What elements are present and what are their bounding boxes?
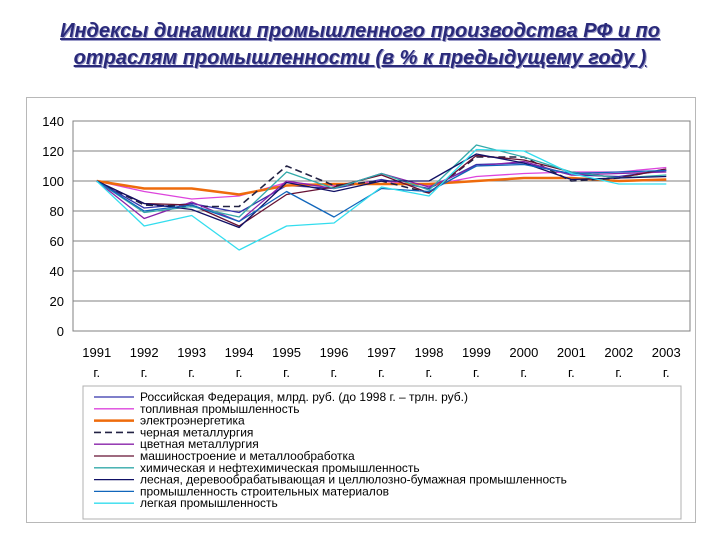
y-tick-label: 120: [42, 144, 64, 159]
y-axis-ticks: 0 20 40 60 80 100 120 140: [42, 114, 64, 339]
x-tick-suffix: г.: [520, 365, 527, 380]
chart-frame: [26, 97, 696, 523]
y-tick-label: 0: [57, 324, 64, 339]
x-tick-suffix: г.: [283, 365, 290, 380]
y-tick-label: 40: [50, 264, 64, 279]
x-axis-ticks: 1991 г. 1992 г. 1993 г. 1994 г. 1995 г. 1996 г. 1997…: [82, 345, 680, 380]
series-line-2: [96, 176, 667, 196]
x-tick-suffix: г.: [426, 365, 433, 380]
x-tick-label: 1997: [367, 345, 396, 360]
x-tick-suffix: г.: [663, 365, 670, 380]
x-tick-label: 1999: [462, 345, 491, 360]
legend-label-8: промышленность строительных материалов: [140, 484, 389, 498]
legend-label-5: машиностроение и металлообработка: [140, 449, 355, 463]
legend-label-4: цветная металлургия: [140, 437, 259, 451]
y-tick-label: 20: [50, 294, 64, 309]
legend-box: [82, 385, 682, 520]
x-tick-suffix: г.: [615, 365, 622, 380]
x-tick-suffix: г.: [236, 365, 243, 380]
legend-label-1: топливная промышленность: [140, 402, 299, 416]
plot-area: [72, 120, 691, 332]
x-tick-suffix: г.: [568, 365, 575, 380]
y-tick-label: 100: [42, 174, 64, 189]
x-tick-label: 2000: [509, 345, 538, 360]
legend-label-2: электроэнергетика: [140, 414, 245, 428]
x-tick-label: 2003: [652, 345, 681, 360]
legend-label-0: Российская Федерация, млрд. руб. (до 199…: [140, 390, 468, 404]
series-line-7: [96, 153, 667, 229]
legend-label-6: химическая и нефтехимическая промышленно…: [140, 461, 420, 475]
x-tick-label: 1996: [320, 345, 349, 360]
y-tick-label: 60: [50, 234, 64, 249]
x-tick-suffix: г.: [331, 365, 338, 380]
series-lines: [96, 144, 667, 251]
x-tick-suffix: г.: [93, 365, 100, 380]
x-tick-suffix: г.: [188, 365, 195, 380]
x-tick-label: 1992: [130, 345, 159, 360]
y-tick-label: 80: [50, 204, 64, 219]
series-line-9: [96, 148, 667, 251]
y-tick-label: 140: [42, 114, 64, 129]
x-tick-label: 1993: [177, 345, 206, 360]
legend-label-3: черная металлургия: [140, 425, 253, 439]
x-tick-label: 1995: [272, 345, 301, 360]
legend-label-9: легкая промышленность: [140, 496, 278, 510]
x-tick-label: 1994: [225, 345, 254, 360]
x-tick-label: 2001: [557, 345, 586, 360]
legend: Российская Федерация, млрд. руб. (до 199…: [94, 390, 567, 510]
x-tick-suffix: г.: [473, 365, 480, 380]
x-tick-suffix: г.: [378, 365, 385, 380]
slide-title: Индексы динамики промышленного производс…: [60, 20, 660, 69]
series-line-6: [96, 144, 667, 218]
x-tick-suffix: г.: [141, 365, 148, 380]
x-tick-label: 1991: [82, 345, 111, 360]
x-tick-label: 2002: [604, 345, 633, 360]
legend-label-7: лесная, деревообрабатывающая и целлюлозн…: [140, 473, 567, 487]
x-tick-label: 1998: [415, 345, 444, 360]
